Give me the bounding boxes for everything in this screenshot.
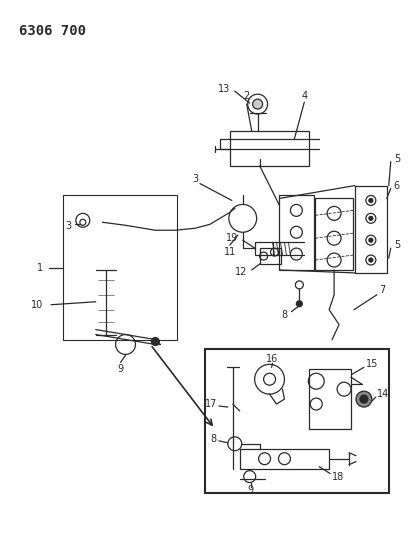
Text: 8: 8 — [281, 310, 287, 320]
Text: 19: 19 — [225, 233, 237, 243]
Text: 3: 3 — [191, 174, 198, 183]
Text: 1: 1 — [37, 263, 43, 273]
Text: 11: 11 — [223, 247, 236, 257]
Bar — [204, 350, 388, 494]
Text: 5: 5 — [393, 240, 399, 250]
Text: 12: 12 — [235, 267, 247, 277]
Text: 16: 16 — [266, 354, 278, 365]
Text: 6: 6 — [393, 181, 399, 191]
Bar — [315, 198, 352, 270]
Circle shape — [296, 301, 301, 306]
Text: 9: 9 — [117, 364, 124, 374]
Text: 2: 2 — [243, 91, 249, 101]
Text: 17: 17 — [204, 399, 216, 409]
Bar — [239, 449, 328, 469]
Text: 5: 5 — [393, 154, 399, 164]
Bar — [63, 196, 177, 340]
Bar — [259, 248, 281, 264]
Text: 9: 9 — [247, 486, 253, 496]
Bar — [279, 196, 313, 270]
Bar — [354, 185, 386, 273]
Circle shape — [252, 99, 262, 109]
Text: 14: 14 — [376, 389, 388, 399]
Circle shape — [368, 198, 372, 203]
Text: 4: 4 — [301, 91, 307, 101]
Circle shape — [80, 219, 85, 225]
Bar — [308, 369, 350, 429]
Text: 8: 8 — [210, 434, 216, 444]
Text: 3: 3 — [65, 221, 71, 231]
Circle shape — [359, 395, 367, 403]
Text: 13: 13 — [217, 84, 229, 94]
Circle shape — [368, 216, 372, 220]
Text: 15: 15 — [365, 359, 378, 369]
Circle shape — [355, 391, 371, 407]
Circle shape — [368, 238, 372, 242]
Bar — [254, 242, 272, 255]
Text: 7: 7 — [378, 285, 384, 295]
Text: 6306 700: 6306 700 — [19, 23, 86, 38]
Bar — [229, 131, 308, 166]
Text: 10: 10 — [31, 300, 43, 310]
Circle shape — [368, 258, 372, 262]
Text: 18: 18 — [331, 472, 344, 482]
Circle shape — [151, 337, 159, 345]
